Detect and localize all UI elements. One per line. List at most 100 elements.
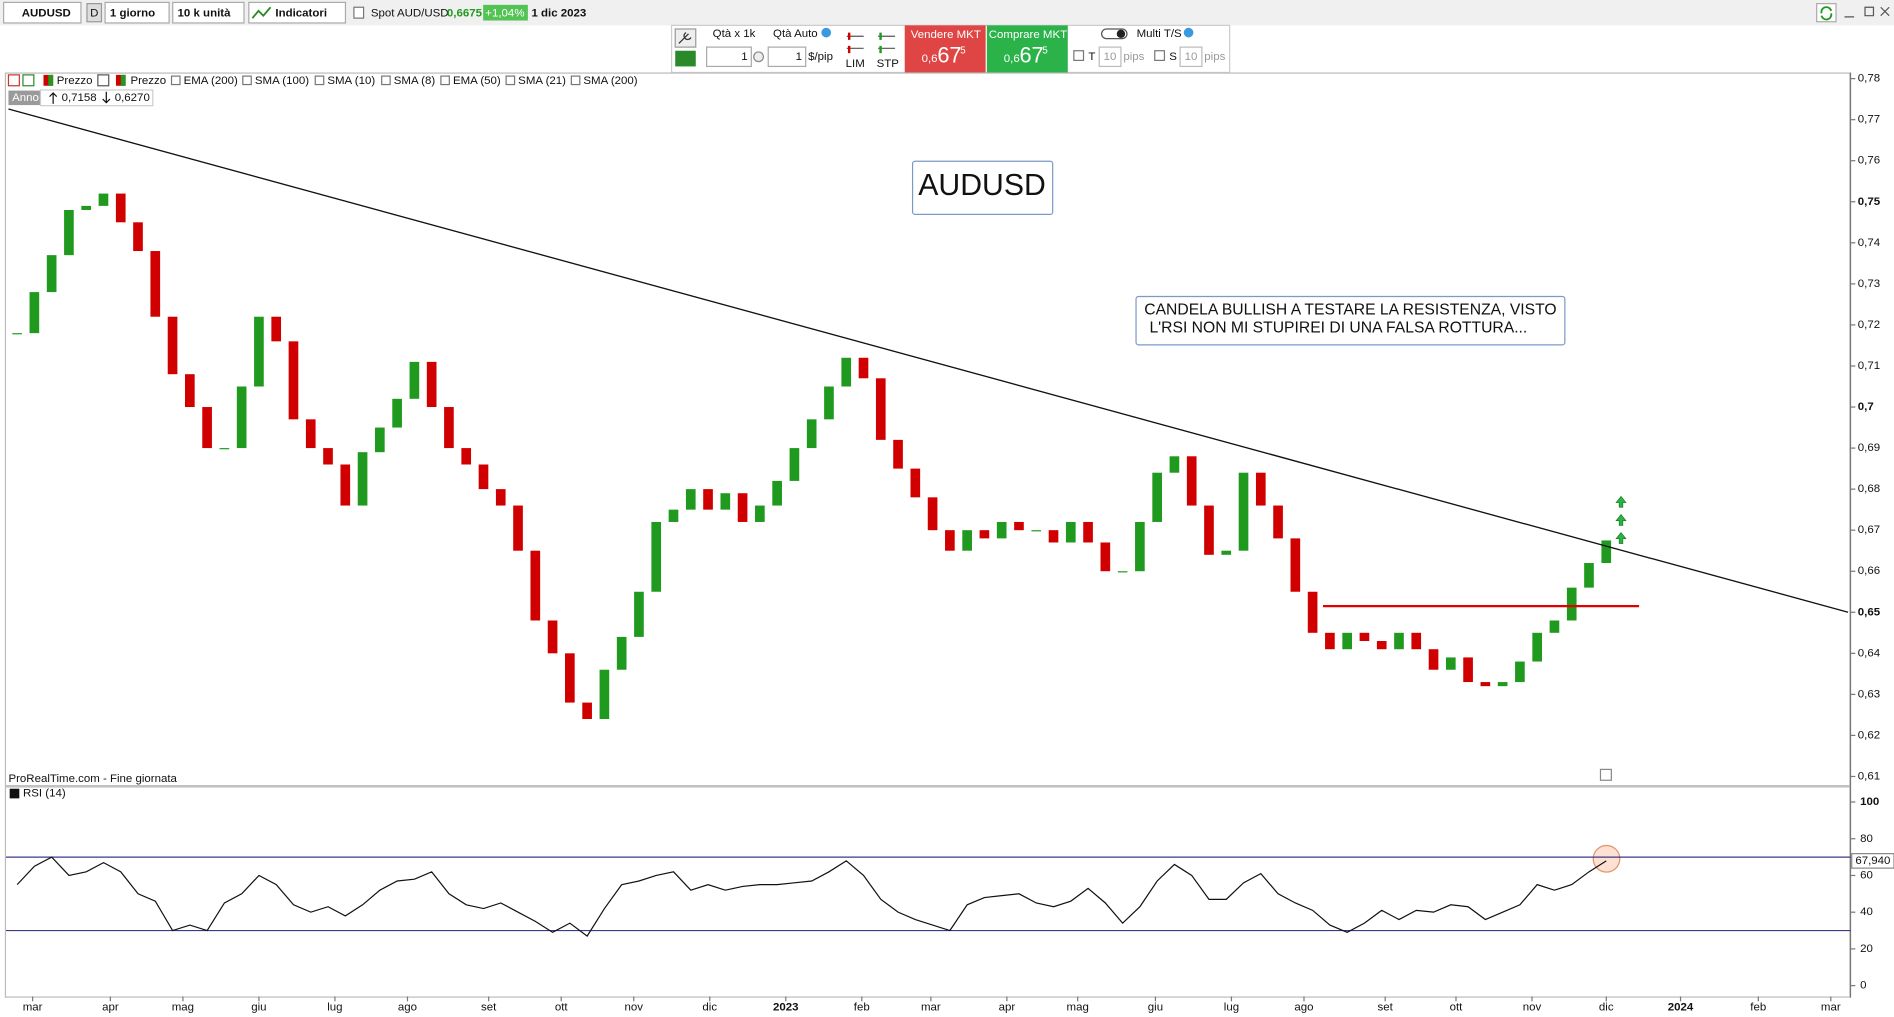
candle (133, 222, 143, 252)
qty-link[interactable] (753, 51, 765, 63)
x-tick-label: mar (921, 1001, 941, 1013)
change: +1,04% (485, 7, 524, 19)
candle (219, 448, 230, 450)
candle (444, 407, 454, 449)
indicator-checkbox[interactable] (170, 75, 181, 86)
y-tick-label: 100 (1860, 796, 1879, 808)
buy-button[interactable] (986, 25, 1068, 73)
y-tick-label: 0,75 (1858, 196, 1881, 208)
x-tick-label: set (481, 1001, 497, 1013)
indicators: Indicatori (275, 7, 327, 19)
candle (1359, 632, 1370, 642)
indicator-label: Prezzo (57, 75, 93, 87)
candle (1169, 456, 1180, 473)
keyboard-button[interactable] (675, 50, 696, 67)
list-icon[interactable] (97, 74, 110, 87)
candle (1238, 472, 1249, 551)
y-tick-label: 0,76 (1858, 155, 1880, 167)
s-input[interactable] (1179, 46, 1203, 68)
candle (1152, 472, 1162, 522)
y-tick-label: 0,68 (1858, 483, 1880, 495)
units-box[interactable] (172, 1, 245, 24)
t-input[interactable] (1098, 46, 1122, 68)
indicator-checkbox[interactable] (242, 75, 252, 86)
qty: 1 (741, 51, 747, 63)
x-tick-label: lug (1224, 1001, 1239, 1013)
qty2-input[interactable] (767, 46, 807, 68)
range-low: 0,6270 (115, 92, 150, 104)
s-checkbox[interactable] (1154, 50, 1166, 61)
x-tick-label: 2023 (773, 1001, 799, 1013)
x-tick-label: ago (1294, 1001, 1313, 1013)
info-icon[interactable] (353, 6, 365, 19)
symbol-box[interactable] (3, 1, 82, 24)
candle (789, 448, 800, 481)
candle (1463, 657, 1473, 683)
candle (755, 505, 765, 522)
info-button[interactable] (1599, 768, 1612, 781)
candle (167, 316, 178, 375)
y-tick-label: 0,73 (1858, 278, 1880, 290)
x-tick-label: giu (251, 1001, 266, 1013)
t-checkbox[interactable] (1073, 50, 1085, 61)
candle (1480, 682, 1491, 687)
indicator-checkbox[interactable] (570, 75, 581, 86)
y-tick-label: 0,67 (1858, 524, 1880, 536)
candle (46, 255, 57, 293)
candle (64, 209, 74, 256)
candle (150, 251, 161, 317)
up-arrow (49, 92, 58, 104)
candle (1342, 632, 1352, 650)
last-value-box (1851, 853, 1894, 869)
candle (288, 341, 299, 420)
sell-button[interactable] (904, 25, 986, 73)
candle (478, 464, 489, 490)
multi-info[interactable] (1183, 27, 1194, 38)
y-tick-label: 0,65 (1858, 606, 1881, 618)
y-tick-label: 0,71 (1858, 360, 1880, 372)
y-tick-label: 0 (1860, 980, 1866, 992)
indicator-checkbox[interactable] (381, 75, 391, 86)
y-tick-label: 0,62 (1858, 729, 1880, 741)
candle (1204, 505, 1214, 555)
indicator-label: SMA (10) (327, 75, 375, 87)
period-letter-box[interactable] (86, 3, 103, 23)
candle (1031, 530, 1042, 532)
add-icon[interactable] (7, 74, 20, 87)
x-tick-label: giu (1148, 1001, 1163, 1013)
indicator-label: SMA (21) (518, 75, 566, 87)
candle (305, 419, 316, 449)
x-tick-label: apr (999, 1001, 1016, 1013)
x-tick-label: feb (1750, 1001, 1766, 1013)
qty-auto-icon[interactable] (821, 27, 832, 38)
indicator-checkbox[interactable] (440, 75, 450, 86)
indicator-checkbox[interactable] (505, 75, 516, 86)
y-tick-label: 0,77 (1858, 114, 1880, 126)
x-tick-label: dic (702, 1001, 717, 1013)
indicator-checkbox[interactable] (314, 75, 325, 86)
s: S (1169, 51, 1177, 63)
candle (1428, 649, 1439, 670)
indicator-label: EMA (50) (453, 75, 501, 87)
range-high: 0,7158 (62, 92, 97, 104)
x-tick-label: nov (1523, 1001, 1542, 1013)
sync-icon (1820, 6, 1833, 21)
indicators-box[interactable] (248, 1, 347, 24)
x-tick-label: nov (625, 1001, 644, 1013)
tool-icon[interactable] (22, 74, 35, 87)
candle (685, 489, 696, 510)
candle (340, 464, 351, 506)
candle (530, 550, 541, 621)
range-box[interactable] (8, 90, 42, 106)
y-tick-label: 0,74 (1858, 237, 1881, 249)
x-tick-label: ago (398, 1001, 417, 1013)
candle (1566, 587, 1577, 621)
down-arrow (102, 91, 111, 104)
candle (1065, 521, 1076, 543)
range-values (39, 89, 154, 107)
indicator-label: SMA (200) (583, 75, 637, 87)
period-box[interactable] (104, 1, 170, 24)
window-buttons[interactable] (1844, 6, 1890, 18)
qty-input[interactable] (706, 46, 752, 68)
candle (737, 493, 748, 522)
